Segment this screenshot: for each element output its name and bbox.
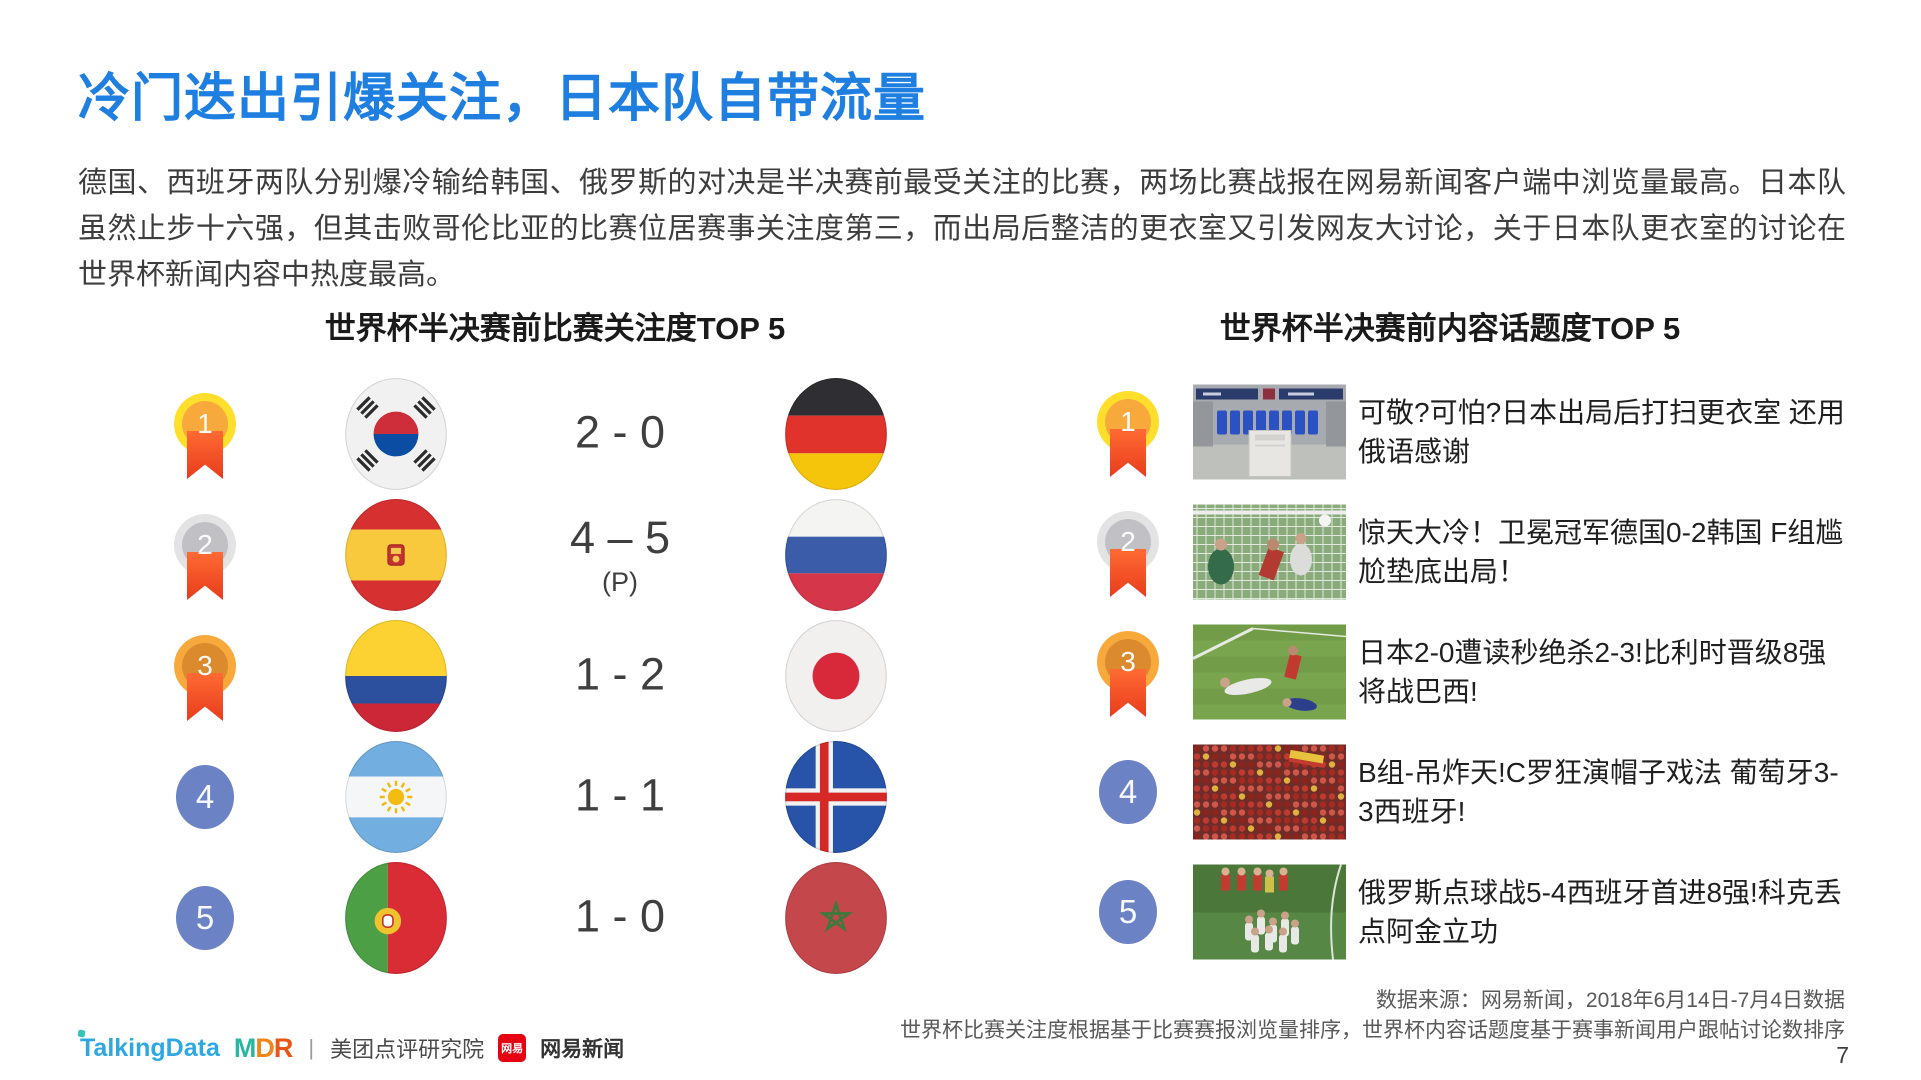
match-score: 1 - 0	[574, 890, 666, 942]
rank-circle-icon: 4	[1099, 760, 1157, 824]
news-item: 4 B组-吊炸天!C罗狂演帽子戏法 葡萄牙3-3西班牙!	[1075, 742, 1855, 842]
bronze-medal-icon: 3	[182, 643, 228, 689]
logo-separator: |	[308, 1035, 315, 1060]
news-item: 5 俄罗斯点球战5-4西班牙首进8强!科克丢点阿金立功	[1075, 862, 1855, 962]
match-score: 1 - 1	[574, 769, 666, 821]
page-title: 冷门迭出引爆关注，日本队自带流量	[78, 70, 927, 128]
portugal-spain-fans-thumbnail	[1193, 744, 1346, 840]
gold-medal-icon: 1	[182, 401, 228, 447]
argentina-flag-icon	[345, 741, 447, 853]
news-item: 2 惊天大冷！卫冕冠军德国0-2韩国 F组尴尬垫底出局！	[1075, 502, 1855, 602]
spain-flag-icon	[345, 499, 447, 611]
match-row: 4 1 - 1	[140, 739, 950, 855]
morocco-flag-icon	[785, 862, 887, 974]
match-attention-panel-title: 世界杯半决赛前比赛关注度TOP 5	[324, 311, 786, 346]
data-source-note: 数据来源：网易新闻，2018年6月14日-7月4日数据 世界杯比赛关注度根据基于…	[900, 986, 1845, 1046]
source-line-2: 世界杯比赛关注度根据基于比赛赛报浏览量排序，世界杯内容话题度基于赛事新闻用户跟帖…	[900, 1019, 1845, 1042]
japan-flag-icon	[785, 620, 887, 732]
germany-korea-goal-thumbnail	[1193, 504, 1346, 600]
portugal-flag-icon	[345, 862, 447, 974]
article-headline: 俄罗斯点球战5-4西班牙首进8强!科克丢点阿金立功	[1358, 877, 1842, 947]
match-score: 2 - 0	[574, 406, 666, 458]
rank-number: 3	[197, 650, 213, 681]
article-headline: 可敬?可怕?日本出局后打扫更衣室 还用俄语感谢	[1358, 397, 1845, 467]
rank-number: 5	[195, 899, 215, 936]
colombia-flag-icon	[345, 620, 447, 732]
silver-medal-icon: 2	[1105, 519, 1151, 565]
gold-medal-icon: 1	[1105, 399, 1151, 445]
meituan-research-label: 美团点评研究院	[330, 1037, 485, 1062]
russia-spain-celebration-thumbnail	[1193, 864, 1346, 960]
news-item: 3 日本2-0遭读秒绝杀2-3!比利时晋级8强将战巴西!	[1075, 622, 1855, 722]
south-korea-flag-icon	[345, 378, 447, 490]
japan-belgium-pitch-thumbnail	[1193, 624, 1346, 720]
match-row: 1 2 - 0	[140, 376, 950, 492]
netease-news-label: 网易新闻	[540, 1038, 625, 1061]
silver-medal-icon: 2	[182, 522, 228, 568]
match-row: 2 4 – 5 (P)	[140, 497, 950, 613]
rank-number: 3	[1120, 646, 1136, 677]
intro-paragraph: 德国、西班牙两队分别爆冷输给韩国、俄罗斯的对决是半决赛前最受关注的比赛，两场比赛…	[78, 167, 1846, 291]
talkingdata-logo: TalkingData	[80, 1033, 220, 1062]
match-score: 1 - 2	[574, 648, 666, 700]
news-item: 1 可敬?可怕?日本出局后打扫更衣室 还用俄语感谢	[1075, 382, 1855, 482]
page-number: 7	[1836, 1042, 1849, 1068]
rank-number: 1	[197, 408, 213, 439]
rank-number: 5	[1118, 893, 1138, 930]
netease-badge-icon: 网易	[498, 1034, 527, 1062]
iceland-flag-icon	[785, 741, 887, 853]
source-line-1: 数据来源：网易新闻，2018年6月14日-7月4日数据	[1375, 989, 1845, 1012]
rank-number: 2	[197, 529, 213, 560]
article-headline: 日本2-0遭读秒绝杀2-3!比利时晋级8强将战巴西!	[1358, 637, 1827, 707]
match-score: 4 – 5	[569, 512, 671, 563]
article-headline: B组-吊炸天!C罗狂演帽子戏法 葡萄牙3-3西班牙!	[1358, 757, 1839, 827]
match-row: 3 1 - 2	[140, 618, 950, 734]
rank-number: 1	[1120, 406, 1136, 437]
content-topic-panel-title: 世界杯半决赛前内容话题度TOP 5	[1219, 311, 1681, 346]
rank-circle-icon: 5	[1099, 880, 1157, 944]
rank-number: 4	[195, 778, 215, 815]
article-headline: 惊天大冷！卫冕冠军德国0-2韩国 F组尴尬垫底出局！	[1358, 517, 1844, 587]
germany-flag-icon	[785, 378, 887, 490]
rank-number: 4	[1118, 773, 1138, 810]
score-note: (P)	[602, 567, 638, 597]
match-row: 5 1 - 0	[140, 860, 950, 976]
russia-flag-icon	[785, 499, 887, 611]
rank-number: 2	[1120, 526, 1136, 557]
rank-circle-icon: 5	[176, 886, 234, 950]
japan-locker-room-thumbnail	[1193, 384, 1346, 480]
rank-circle-icon: 4	[176, 765, 234, 829]
bronze-medal-icon: 3	[1105, 639, 1151, 685]
